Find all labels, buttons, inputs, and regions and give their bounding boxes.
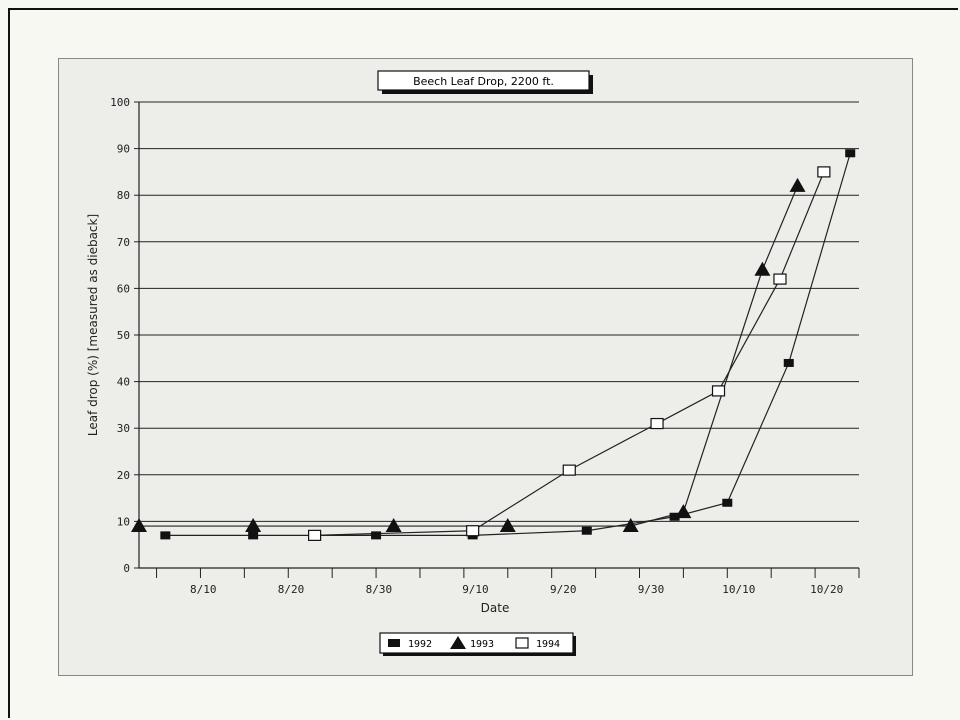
point-1992 [845, 149, 856, 158]
point-1992 [160, 531, 171, 540]
point-1993 [385, 518, 402, 533]
legend-label-1993: 1993 [470, 639, 494, 650]
point-1993 [245, 518, 262, 533]
point-1993 [754, 261, 771, 276]
point-1993 [622, 518, 639, 533]
y-tick-label: 30 [117, 422, 130, 435]
point-1994 [562, 464, 576, 476]
legend-swatch-1994 [515, 637, 529, 649]
point-1993 [675, 504, 692, 519]
chart-svg: 0 10 20 30 40 50 60 70 80 90 100 8/10 8/20 8/30 9/10 9/… [86, 70, 860, 656]
point-1994 [466, 525, 480, 537]
y-tick-label: 10 [117, 515, 130, 528]
x-tick-label: 8/30 [366, 583, 393, 596]
y-tick-label: 90 [117, 143, 130, 156]
legend-label-1992: 1992 [408, 639, 432, 650]
y-tick-label: 60 [117, 282, 130, 295]
chart-panel: 0 10 20 30 40 50 60 70 80 90 100 8/10 8/20 8/30 9/10 9/… [58, 58, 913, 676]
point-1992 [669, 512, 680, 521]
y-axis-title: Leaf drop (%) [measured as dieback] [86, 214, 100, 436]
chart-title: Beech Leaf Drop, 2200 ft. [413, 75, 554, 88]
y-tick-label: 70 [117, 236, 130, 249]
point-1992 [581, 526, 592, 535]
title-box [377, 70, 590, 91]
x-tick-label: 9/30 [638, 583, 665, 596]
point-1994 [817, 166, 831, 178]
x-tick-label: 9/10 [462, 583, 489, 596]
y-tick-label: 0 [123, 562, 130, 575]
legend-label-1994: 1994 [536, 639, 560, 650]
series-line-1992 [165, 153, 851, 536]
point-1993 [131, 518, 147, 533]
legend-swatch-1992 [388, 639, 400, 647]
y-tick-label: 80 [117, 189, 130, 202]
point-1994 [308, 529, 322, 541]
y-tick-label: 20 [117, 469, 130, 482]
x-tick-label: 10/20 [810, 583, 843, 596]
x-tick-label: 10/10 [722, 583, 755, 596]
x-tick-label: 9/20 [550, 583, 577, 596]
x-tick-label: 8/10 [190, 583, 217, 596]
point-1994 [650, 417, 664, 430]
y-tick-label: 50 [117, 329, 130, 342]
y-tick-label: 40 [117, 376, 130, 389]
point-1992 [783, 358, 794, 367]
x-tick-label: 8/20 [278, 583, 305, 596]
y-tick-label: 100 [110, 96, 130, 109]
point-1994 [773, 273, 787, 285]
point-1993 [499, 518, 516, 533]
point-1994 [711, 385, 726, 397]
series-line-1993 [139, 185, 799, 527]
legend-swatch-1993 [450, 636, 466, 649]
point-1993 [789, 177, 806, 192]
series-line-1994 [314, 171, 825, 536]
point-1992 [371, 531, 382, 540]
page-frame [8, 8, 958, 718]
x-axis-title: Date [481, 601, 510, 615]
point-1992 [722, 498, 733, 507]
point-1992 [248, 531, 259, 540]
